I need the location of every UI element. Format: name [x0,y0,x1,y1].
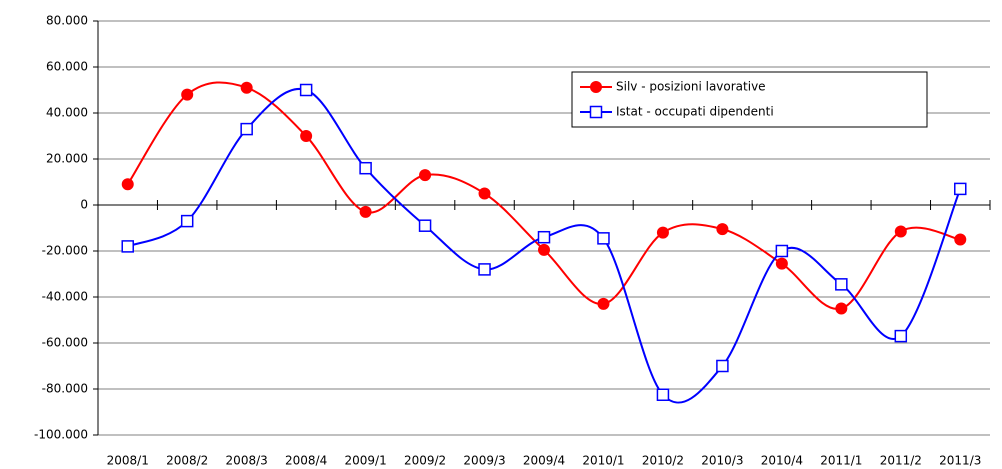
marker [478,263,491,276]
y-tick-label: 20.000 [46,152,88,166]
y-tick-label: -20.000 [42,244,88,258]
marker [537,230,551,244]
marker [181,88,194,101]
marker [359,161,372,175]
y-tick-label: -100.000 [34,428,88,442]
y-tick-label: 0 [80,198,88,212]
marker [954,233,967,246]
legend: Silv - posizioni lavorative Istat - occup… [571,71,928,128]
marker [597,297,610,310]
x-tick-label: 2008/2 [166,454,208,468]
marker [121,178,134,191]
x-tick-label: 2009/1 [344,454,386,468]
marker [716,359,729,373]
marker [300,130,313,142]
marker [597,232,610,245]
marker [894,225,907,238]
marker [299,83,313,97]
legend-marker [590,81,602,93]
marker [538,243,550,256]
legend-label: Istat - occupati dipendenti [616,105,774,119]
y-tick-label: -60.000 [42,336,88,350]
marker [180,214,194,228]
marker [954,182,967,196]
x-tick-label: 2010/2 [642,454,684,468]
marker [656,226,669,239]
marker [894,329,908,343]
marker [656,388,670,401]
marker [835,278,848,291]
x-tick-label: 2008/4 [285,454,327,468]
marker [478,187,491,200]
x-tick-label: 2011/1 [820,454,862,468]
y-tick-label: 60.000 [46,60,88,74]
y-tick-label: -40.000 [42,290,88,304]
legend-label: Silv - posizioni lavorative [616,80,766,94]
x-tick-label: 2009/2 [404,454,446,468]
marker [835,302,848,315]
legend-marker [589,105,603,119]
legend-box [571,71,928,128]
x-tick-label: 2010/3 [701,454,743,468]
marker [240,81,253,94]
x-tick-label: 2010/1 [582,454,624,468]
marker [418,219,432,232]
marker [775,257,788,270]
marker [716,223,729,236]
y-tick-label: 40.000 [46,106,88,120]
x-tick-label: 2008/3 [226,454,268,468]
marker [419,169,432,182]
x-tick-label: 2011/3 [939,454,981,468]
marker [359,205,372,218]
y-tick-label: -80.000 [42,382,88,396]
x-tick-label: 2009/3 [463,454,505,468]
marker [121,240,134,253]
y-tick-label: 80.000 [46,14,88,28]
marker [775,244,789,258]
x-tick-label: 2008/1 [107,454,149,468]
marker [240,122,253,136]
x-tick-label: 2010/4 [761,454,803,468]
x-tick-label: 2009/4 [523,454,565,468]
x-tick-label: 2011/2 [880,454,922,468]
